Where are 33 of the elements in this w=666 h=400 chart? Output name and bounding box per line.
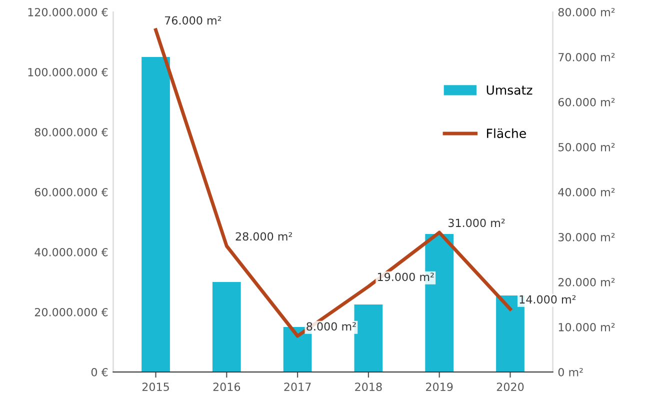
legend-label: Umsatz <box>486 85 532 95</box>
y-tick-label: 60.000.000 € <box>34 188 108 196</box>
x-tick-label: 2017 <box>284 382 311 392</box>
y2-tick-label: 10.000 m² <box>558 322 615 332</box>
bar <box>142 57 170 372</box>
x-tick-label: 2015 <box>142 382 169 392</box>
y-tick-label: 40.000.000 € <box>34 248 108 256</box>
y2-tick-label: 70.000 m² <box>558 52 615 62</box>
x-tick-label: 2020 <box>496 382 524 392</box>
y-tick-label: 0 € <box>91 368 108 376</box>
y2-tick-label: 80.000 m² <box>558 8 615 16</box>
x-tick-label: 2016 <box>213 382 240 392</box>
data-label: 31.000 m² <box>448 218 505 228</box>
y2-tick-label: 0 m² <box>558 368 583 376</box>
bar <box>212 282 241 372</box>
y2-tick-label: 50.000 m² <box>558 142 615 152</box>
y-tick-label: 120.000.000 € <box>28 8 108 16</box>
bar <box>354 304 383 372</box>
data-label: 14.000 m² <box>520 295 576 304</box>
x-tick-label: 2018 <box>355 382 382 392</box>
data-label: 19.000 m² <box>378 272 434 282</box>
y2-tick-label: 20.000 m² <box>558 278 615 286</box>
y2-tick-label: 40.000 m² <box>558 188 615 196</box>
y-tick-label: 100.000.000 € <box>28 68 108 76</box>
x-tick-label: 2019 <box>426 382 453 392</box>
data-label: 76.000 m² <box>165 16 222 25</box>
y2-tick-label: 60.000 m² <box>558 98 615 106</box>
data-label: 28.000 m² <box>236 232 292 241</box>
y-tick-label: 80.000.000 € <box>34 128 108 136</box>
y-tick-label: 20.000.000 € <box>34 308 108 316</box>
y2-tick-label: 30.000 m² <box>558 232 615 242</box>
data-label: 8.000 m² <box>306 322 356 331</box>
legend-label: Fläche <box>487 128 526 138</box>
